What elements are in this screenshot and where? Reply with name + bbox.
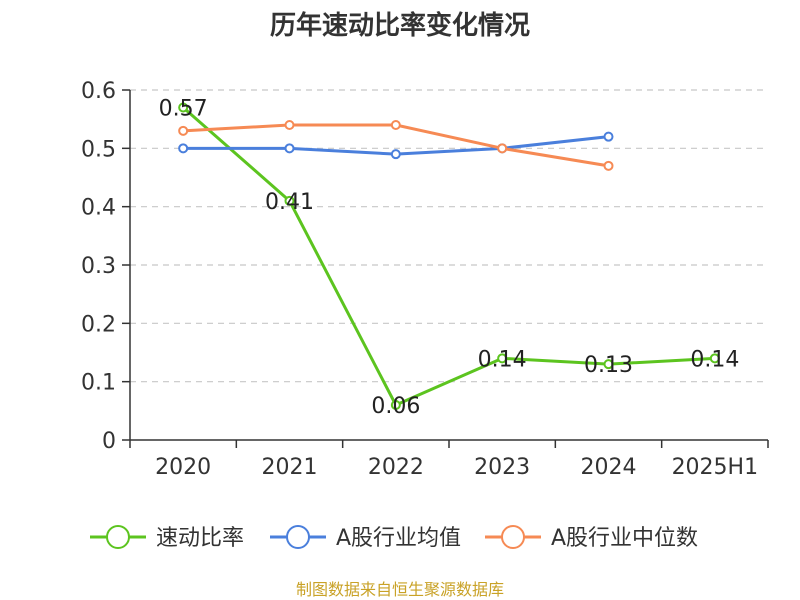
x-tick-label: 2024 <box>581 455 637 480</box>
legend[interactable]: 速动比率 A股行业均值 A股行业中位数 <box>90 525 698 551</box>
data-point <box>603 131 614 142</box>
data-point <box>178 125 189 136</box>
legend-marker <box>106 525 130 549</box>
y-tick-label: 0.1 <box>81 371 116 396</box>
data-point <box>603 359 614 370</box>
data-point <box>390 120 401 130</box>
data-point <box>709 353 720 364</box>
data-labels: 0.57 0.41 0.06 0.14 0.13 0.14 <box>159 97 740 420</box>
source-footer: 制图数据来自恒生聚源数据库 <box>295 580 504 599</box>
data-label: 0.14 <box>690 347 739 372</box>
data-label: 0.13 <box>584 353 633 378</box>
series-layer <box>178 102 720 410</box>
data-point <box>178 143 189 154</box>
data-label: 0.06 <box>371 394 420 419</box>
data-point <box>497 143 508 154</box>
data-point <box>284 120 295 130</box>
data-point <box>284 195 295 206</box>
x-tick-label: 2020 <box>155 455 211 480</box>
series-line <box>183 123 609 168</box>
y-tick-label: 0.4 <box>81 196 116 221</box>
y-tick-label: 0 <box>102 429 116 454</box>
x-tick-label: 2022 <box>368 455 424 480</box>
data-point <box>390 400 401 410</box>
chart-title: 历年速动比率变化情况 <box>270 10 530 41</box>
data-point <box>603 160 614 171</box>
legend-label: A股行业均值 <box>336 526 461 551</box>
data-point <box>390 149 401 160</box>
axes: 0 0.1 0.2 0.3 0.4 0.5 0.6 2020 2021 2022 2023 2024 2… <box>81 79 769 480</box>
legend-label: A股行业中位数 <box>551 526 698 551</box>
y-tick-label: 0.2 <box>81 312 116 337</box>
x-tick-label: 2023 <box>474 455 530 480</box>
series-line <box>182 106 715 407</box>
x-tick-label: 2021 <box>262 455 318 480</box>
x-tick-label: 2025H1 <box>672 455 759 480</box>
grid-lines <box>130 89 768 383</box>
legend-marker <box>501 525 525 549</box>
data-point <box>284 143 295 154</box>
legend-label: 速动比率 <box>156 526 244 551</box>
data-point <box>497 353 508 364</box>
y-tick-label: 0.3 <box>81 254 116 279</box>
y-tick-label: 0.6 <box>81 79 116 104</box>
data-point <box>178 102 189 113</box>
data-label: 0.14 <box>478 347 527 372</box>
data-label: 0.57 <box>159 97 208 122</box>
legend-marker <box>286 525 310 549</box>
y-tick-label: 0.5 <box>81 137 116 162</box>
data-label: 0.41 <box>265 190 314 215</box>
